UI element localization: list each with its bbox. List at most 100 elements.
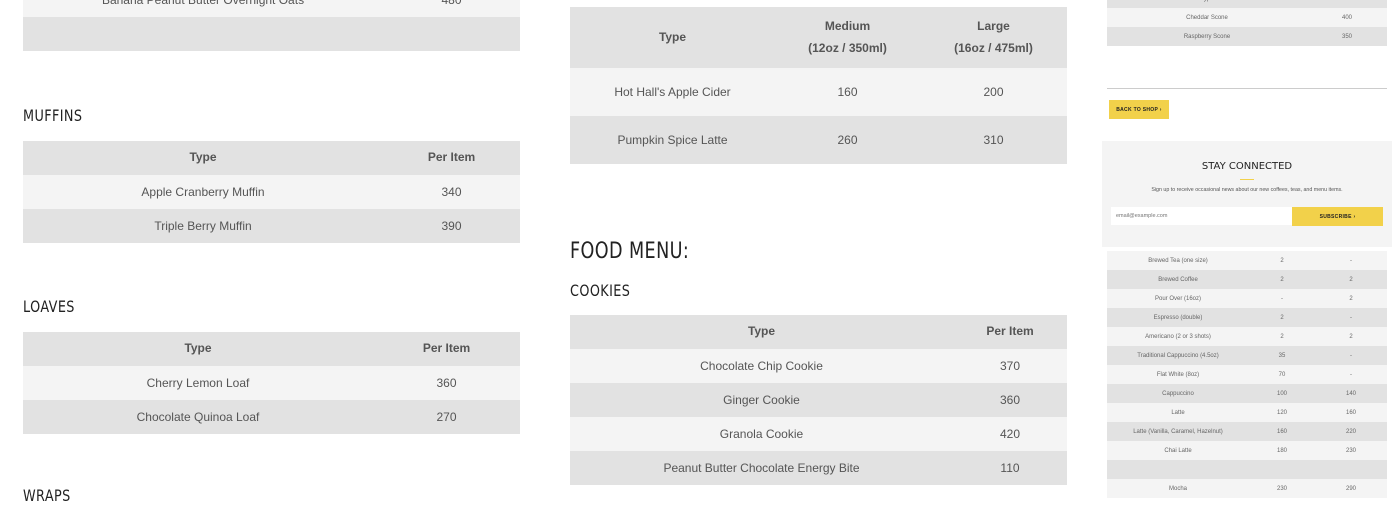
coffee-table: Brewed Tea (one size) 2- Brewed Coffee 2 2 Po… <box>1107 251 1387 498</box>
table-row: Americano (2 or 3 shots) 2 2 <box>1107 327 1387 346</box>
column-header: Per Item <box>953 315 1067 349</box>
column-header: Type <box>23 332 373 366</box>
value-cell: 110 <box>953 451 1067 485</box>
newsletter-title: STAY CONNECTED <box>1201 161 1293 172</box>
value-cell: 100 <box>1249 384 1315 403</box>
value-cell: 160 <box>775 68 920 116</box>
subscribe-label: SUBSCRIBE <box>1319 213 1352 220</box>
value-cell: - <box>1315 365 1387 384</box>
table-row: Pour Over (16oz) -2 <box>1107 289 1387 308</box>
value-cell: 2 <box>1249 308 1315 327</box>
item-name-cell: Chocolate Quinoa Loaf <box>23 400 373 434</box>
cookies-table: Type Per Item Chocolate Chip Cookie 370 Ging… <box>570 315 1067 485</box>
table-row: Brewed Tea (one size) 2- <box>1107 251 1387 270</box>
value-cell: 70 <box>1249 365 1315 384</box>
value-cell: 310 <box>920 116 1067 164</box>
table-row: Hot Hall's Apple Cider 160 200 <box>570 68 1067 116</box>
value-cell: 2 <box>1315 289 1387 308</box>
table-row: Flat White (8oz) 70- <box>1107 365 1387 384</box>
item-name-cell: Cappuccino <box>1107 384 1249 403</box>
item-name-cell: Cheddar Scone <box>1107 8 1307 27</box>
value-cell: 480 <box>383 0 520 17</box>
value-cell: 230 <box>1249 479 1315 498</box>
value-cell: 420 <box>953 417 1067 451</box>
value-cell: 360 <box>953 383 1067 417</box>
table-row: Raspberry Scone 350 <box>1107 27 1387 46</box>
table-row: Espresso (double) 2- <box>1107 308 1387 327</box>
table-row: Apple Cranberry Muffin 340 <box>23 175 520 209</box>
column-header: Large (16oz / 475ml) <box>920 7 1067 68</box>
table-row: Granola Cookie 420 <box>570 417 1067 451</box>
item-name-cell: Latte (Vanilla, Caramel, Hazelnut) <box>1107 422 1249 441</box>
item-name-cell: Brewed Coffee <box>1107 270 1249 289</box>
item-name-cell: Mocha <box>1107 479 1249 498</box>
item-name-cell: Raspberry Scone <box>1107 27 1307 46</box>
value-cell: 2 <box>1315 327 1387 346</box>
value-cell: 2 <box>1315 270 1387 289</box>
value-cell: 2 <box>1249 251 1315 270</box>
value-cell: 220 <box>1315 422 1387 441</box>
value-cell: 400 <box>1307 8 1387 27</box>
newsletter-panel: STAY CONNECTED Sign up to receive occasi… <box>1102 141 1392 247</box>
back-to-shop-button[interactable]: BACK TO SHOP › <box>1109 100 1169 119</box>
value-cell: 2 <box>1249 270 1315 289</box>
value-cell: 35 <box>1249 346 1315 365</box>
value-cell: 230 <box>1315 441 1387 460</box>
table-row: Traditional Cappuccino (4.5oz) 35- <box>1107 346 1387 365</box>
value-cell: - <box>1315 251 1387 270</box>
table-row: Brewed Coffee 2 2 <box>1107 270 1387 289</box>
newsletter-text: Sign up to receive occasional news about… <box>1151 187 1343 193</box>
value-cell: - <box>1315 308 1387 327</box>
item-name-cell <box>1107 460 1249 479</box>
wraps-heading: WRAPS <box>23 486 71 505</box>
item-name-cell: Apple Cranberry Muffin <box>23 175 383 209</box>
item-name-cell: Pour Over (16oz) <box>1107 289 1249 308</box>
table-row: Ginger Cookie 360 <box>570 383 1067 417</box>
subscribe-button[interactable]: SUBSCRIBE › <box>1292 207 1383 226</box>
value-cell: 2 <box>1249 327 1315 346</box>
value-cell: 260 <box>775 116 920 164</box>
column-header: Type <box>570 315 953 349</box>
value-cell: 370 <box>953 349 1067 383</box>
value-cell: 360 <box>373 366 520 400</box>
value-cell: 270 <box>373 400 520 434</box>
table-row <box>1107 460 1387 479</box>
item-name-cell <box>23 17 383 51</box>
value-cell: 120 <box>1249 403 1315 422</box>
column-header: Type <box>1107 0 1307 8</box>
email-input[interactable] <box>1111 207 1292 225</box>
seasonal-drinks-table: Type Medium (12oz / 350ml) Large (16oz / 4… <box>570 7 1067 164</box>
item-name-cell: Banana Peanut Butter Overnight Oats <box>23 0 383 17</box>
table-row: Latte 120 160 <box>1107 403 1387 422</box>
table-row: Cheddar Scone 400 <box>1107 8 1387 27</box>
item-name-cell: Chai Latte <box>1107 441 1249 460</box>
loaves-heading: LOAVES <box>23 297 75 316</box>
item-name-cell: Ginger Cookie <box>570 383 953 417</box>
table-row: Peanut Butter Chocolate Energy Bite 110 <box>570 451 1067 485</box>
loaves-table: Type Per Item Cherry Lemon Loaf 360 Chocolat… <box>23 332 520 434</box>
value-cell: 290 <box>1315 479 1387 498</box>
chevron-right-icon: › <box>1159 106 1162 113</box>
item-name-cell: Americano (2 or 3 shots) <box>1107 327 1249 346</box>
value-cell: 140 <box>1315 384 1387 403</box>
value-cell: 200 <box>920 68 1067 116</box>
item-name-cell: Latte <box>1107 403 1249 422</box>
header-row: Type Medium (12oz / 350ml) Large (16oz / 4… <box>570 7 1067 68</box>
table-row: Banana Peanut Butter Overnight Oats 480 <box>23 0 520 17</box>
item-name-cell: Triple Berry Muffin <box>23 209 383 243</box>
value-cell: 160 <box>1315 403 1387 422</box>
item-name-cell: Espresso (double) <box>1107 308 1249 327</box>
value-cell: - <box>1249 289 1315 308</box>
table-row: Latte (Vanilla, Caramel, Hazelnut) 160 220 <box>1107 422 1387 441</box>
table-row: Cherry Lemon Loaf 360 <box>23 366 520 400</box>
value-cell: 340 <box>383 175 520 209</box>
title-underline <box>1240 179 1254 180</box>
chevron-right-icon: › <box>1353 213 1356 220</box>
table-row: Chocolate Quinoa Loaf 270 <box>23 400 520 434</box>
item-name-cell: Chocolate Chip Cookie <box>570 349 953 383</box>
